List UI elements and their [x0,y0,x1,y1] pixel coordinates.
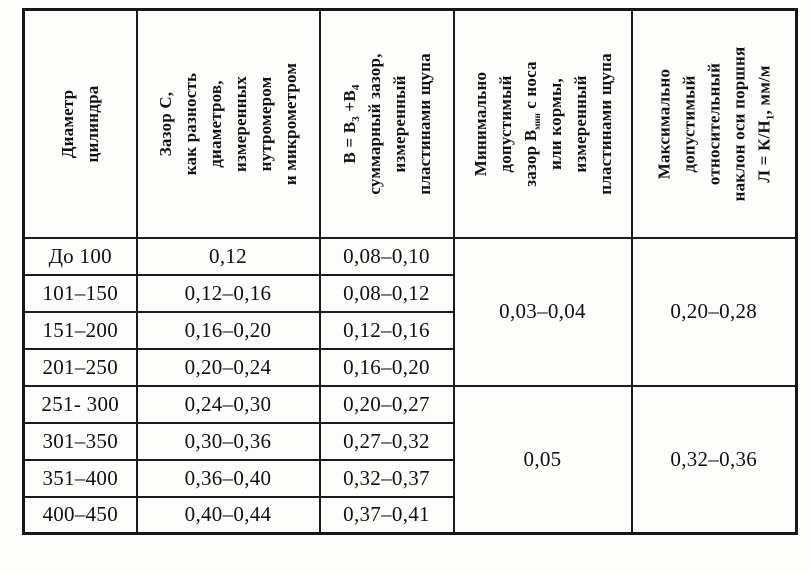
cell-diameter: 101–150 [22,273,138,313]
header-row: Диаметр цилиндра Зазор С, как разность д… [22,8,798,239]
header-min-allowed-gap-text: Минимально допустимый зазор Вмин с носа … [470,52,615,195]
table-row: До 100 0,12 0,08–0,10 0,03–0,04 0,20–0,2… [22,236,798,387]
table-row: 400–450 0,40–0,44 0,37–0,41 [22,495,797,535]
header-gap-c-text: Зазор С, как разность диаметров, измерен… [156,62,300,185]
cell-gap-c: 0,20–0,24 [135,347,321,387]
cell-diameter: 301–350 [22,421,138,461]
cell-gap-c: 0,30–0,36 [135,421,321,461]
cell-gap-b: 0,37–0,41 [318,495,455,535]
cell-diameter: 251- 300 [22,384,138,424]
cell-diameter: 351–400 [22,458,138,498]
cell-gap-c: 0,16–0,20 [135,310,321,350]
cell-gap-c: 0,40–0,44 [135,495,321,535]
cell-gap-b: 0,08–0,10 [318,236,455,276]
cell-diameter: 400–450 [22,495,138,535]
cell-gap-b: 0,32–0,37 [318,458,455,498]
table-row: 251- 300 0,24–0,30 0,20–0,27 0,05 0,32–0… [22,384,798,535]
header-total-gap-b-text: В = В3 +В4 суммарный зазор, измеренный п… [339,52,434,195]
cell-gap-b: 0,20–0,27 [318,384,455,424]
table-row: 351–400 0,36–0,40 0,32–0,37 [22,458,797,498]
cell-gap-b: 0,16–0,20 [318,347,455,387]
cell-min-gap-group2: 0,05 [452,384,633,535]
table-row: 201–250 0,20–0,24 0,16–0,20 [22,347,797,387]
header-cylinder-diameter: Диаметр цилиндра [22,8,138,239]
header-max-piston-tilt-text: Максимально допустимый относительный нак… [654,46,777,202]
cell-gap-c: 0,12 [135,236,321,276]
table-row: 151–200 0,16–0,20 0,12–0,16 [22,310,797,350]
header-min-allowed-gap: Минимально допустимый зазор Вмин с носа … [452,8,633,239]
cell-gap-b: 0,08–0,12 [318,273,455,313]
cell-gap-c: 0,24–0,30 [135,384,321,424]
cell-max-tilt-group2: 0,32–0,36 [630,384,798,535]
cell-gap-c: 0,12–0,16 [135,273,321,313]
header-total-gap-b: В = В3 +В4 суммарный зазор, измеренный п… [318,8,455,239]
table-row: 301–350 0,30–0,36 0,27–0,32 [22,421,797,461]
cell-max-tilt-group1: 0,20–0,28 [630,236,798,387]
cell-gap-b: 0,12–0,16 [318,310,455,350]
cell-gap-b: 0,27–0,32 [318,421,455,461]
cell-diameter: 151–200 [22,310,138,350]
table-row: 101–150 0,12–0,16 0,08–0,12 [22,273,797,313]
cell-diameter: До 100 [22,236,138,276]
header-cylinder-diameter-text: Диаметр цилиндра [58,85,103,163]
cell-min-gap-group1: 0,03–0,04 [452,236,633,387]
header-gap-c: Зазор С, как разность диаметров, измерен… [135,8,321,239]
header-max-piston-tilt: Максимально допустимый относительный нак… [630,8,798,239]
cylinder-clearance-table: Диаметр цилиндра Зазор С, как разность д… [22,8,798,535]
cell-gap-c: 0,36–0,40 [135,458,321,498]
cell-diameter: 201–250 [22,347,138,387]
